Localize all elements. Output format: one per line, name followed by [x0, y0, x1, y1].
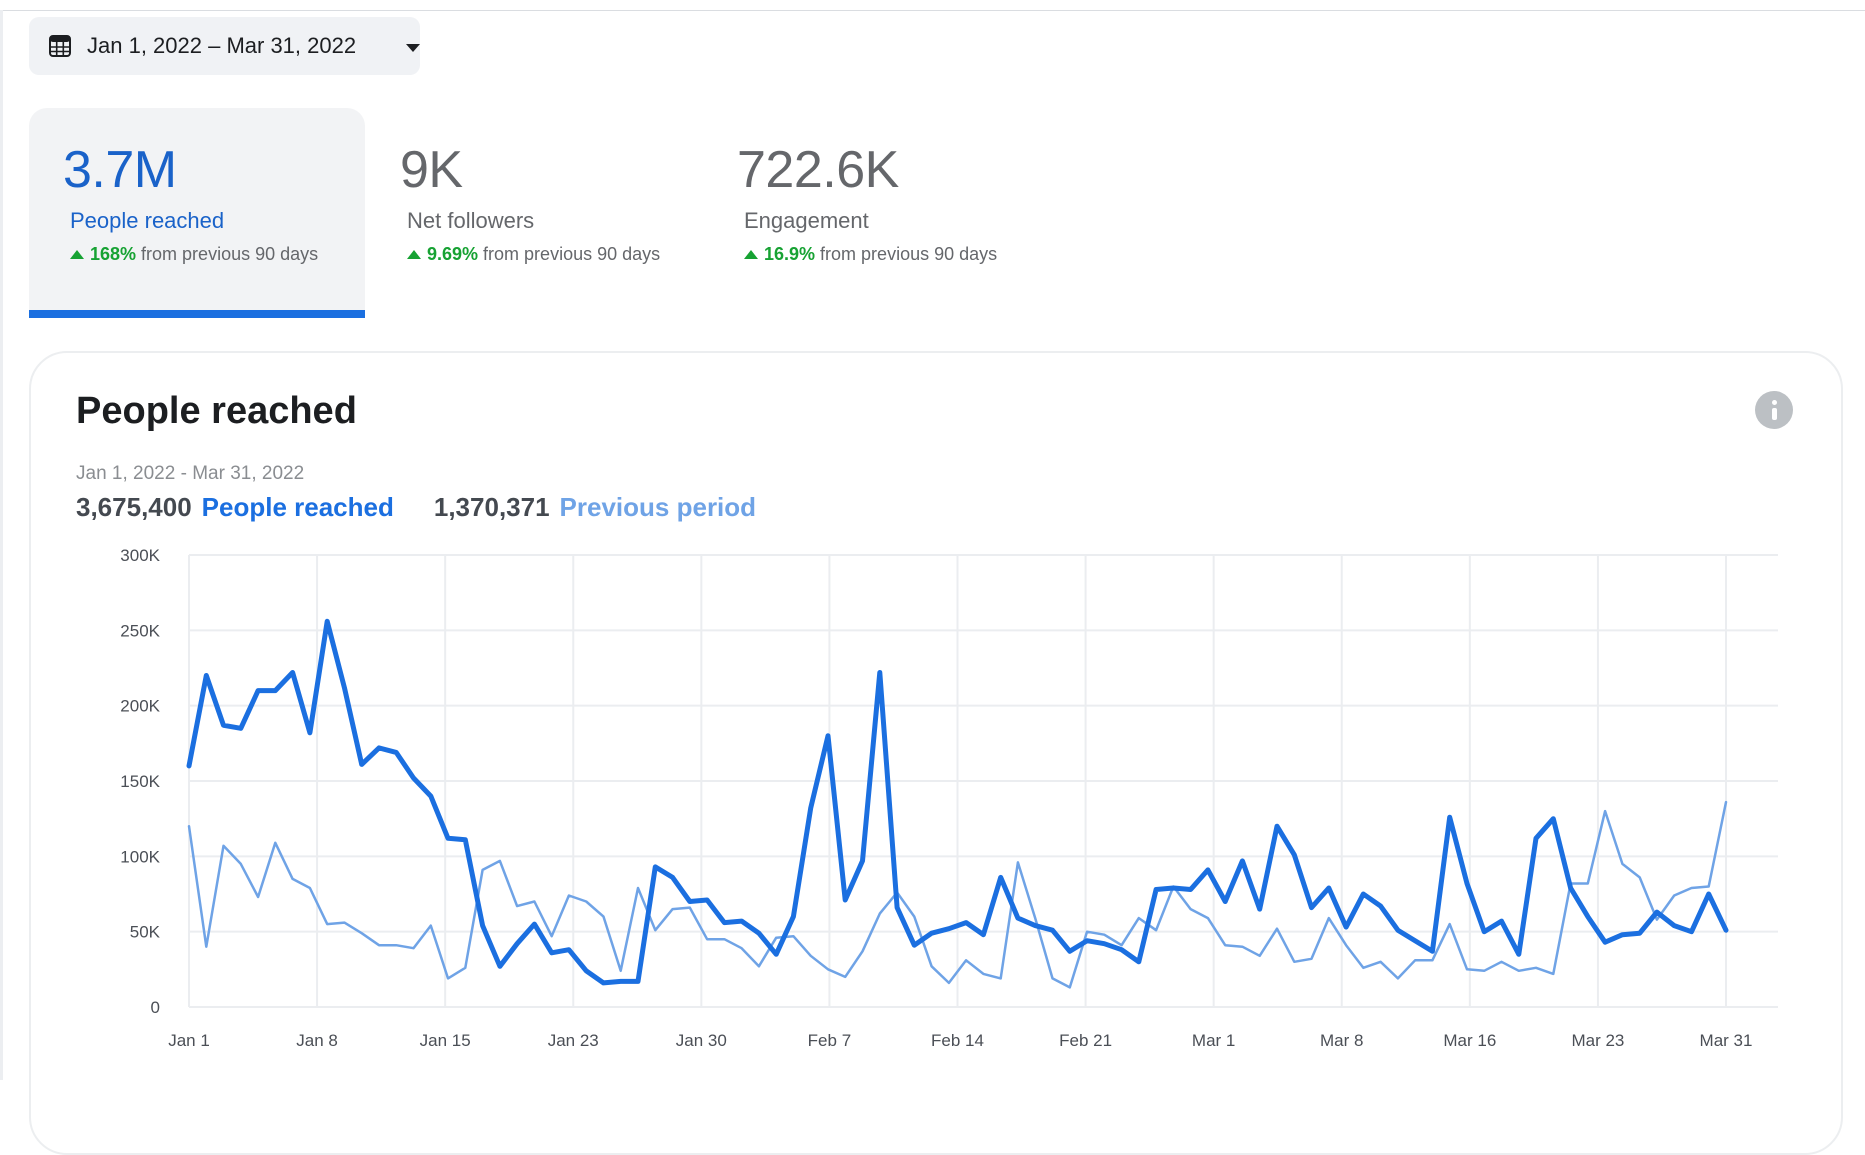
x-tick-label: Feb 14: [931, 1031, 984, 1050]
metric-value: 722.6K: [737, 141, 899, 199]
change-percent: 9.69%: [427, 244, 479, 264]
calendar-icon: [49, 35, 71, 57]
active-tab-indicator: [29, 310, 365, 318]
x-tick-label: Mar 8: [1320, 1031, 1363, 1050]
y-tick-label: 50K: [130, 923, 161, 942]
x-tick-label: Mar 31: [1700, 1031, 1753, 1050]
x-tick-label: Jan 1: [168, 1031, 210, 1050]
x-tick-label: Jan 23: [548, 1031, 599, 1050]
metric-name: Engagement: [744, 208, 869, 233]
chart-legend: 3,675,400 People reached 1,370,371 Previous…: [76, 492, 756, 523]
arrow-up-icon: [407, 250, 421, 259]
change-percent: 168%: [90, 244, 137, 264]
date-range-picker[interactable]: Jan 1, 2022 – Mar 31, 2022: [29, 17, 420, 75]
change-text: from previous 90 days: [483, 244, 661, 264]
y-tick-label: 100K: [120, 847, 160, 866]
left-edge-divider: [0, 10, 3, 1080]
people-reached-line-chart: 0 50K 100K 150K 200K 250K 300K Jan 1 Jan 8 Jan 15…: [120, 546, 1778, 1050]
card-title: People reached: [76, 390, 357, 432]
caret-down-icon: [406, 44, 420, 52]
x-tick-label: Jan 8: [296, 1031, 338, 1050]
top-bar: [0, 0, 1865, 11]
metric-tab-net-followers[interactable]: 9K Net followers 9.69% from previous 90 d…: [366, 108, 702, 318]
previous-total: 1,370,371: [433, 492, 550, 522]
x-tick-label: Mar 1: [1192, 1031, 1235, 1050]
metric-tab-engagement[interactable]: 722.6K Engagement 16.9% from previous 90 …: [703, 108, 1039, 318]
x-tick-label: Mar 16: [1443, 1031, 1496, 1050]
metric-change: 9.69% from previous 90 days: [407, 244, 660, 265]
x-tick-label: Feb 21: [1059, 1031, 1112, 1050]
metric-tab-people-reached[interactable]: 3.7M People reached 168% from previous 90…: [29, 108, 365, 318]
y-tick-label: 150K: [120, 772, 160, 791]
change-percent: 16.9%: [764, 244, 816, 264]
y-tick-label: 250K: [120, 621, 160, 640]
change-text: from previous 90 days: [820, 244, 998, 264]
metric-value: 9K: [400, 141, 463, 199]
x-tick-label: Jan 30: [676, 1031, 727, 1050]
series-line-people-reached: [186, 618, 1729, 986]
current-total: 3,675,400: [76, 492, 192, 522]
info-icon[interactable]: [1755, 391, 1793, 429]
series-line-previous-period: [187, 800, 1728, 989]
metric-change: 168% from previous 90 days: [70, 244, 318, 265]
x-tick-label: Mar 23: [1571, 1031, 1624, 1050]
metric-change: 16.9% from previous 90 days: [744, 244, 997, 265]
legend-previous: Previous period: [559, 492, 757, 522]
y-tick-label: 0: [151, 998, 160, 1017]
metric-value: 3.7M: [63, 141, 177, 199]
y-tick-label: 200K: [120, 697, 160, 716]
x-tick-label: Jan 15: [420, 1031, 471, 1050]
date-range-label: Jan 1, 2022 – Mar 31, 2022: [87, 33, 357, 58]
arrow-up-icon: [70, 250, 84, 259]
x-tick-label: Feb 7: [808, 1031, 851, 1050]
y-tick-label: 300K: [120, 546, 160, 565]
metric-name: People reached: [70, 208, 225, 233]
legend-current: People reached: [201, 492, 394, 522]
chart-date-range: Jan 1, 2022 - Mar 31, 2022: [76, 463, 305, 484]
arrow-up-icon: [744, 250, 758, 259]
change-text: from previous 90 days: [141, 244, 319, 264]
metric-name: Net followers: [407, 208, 535, 233]
